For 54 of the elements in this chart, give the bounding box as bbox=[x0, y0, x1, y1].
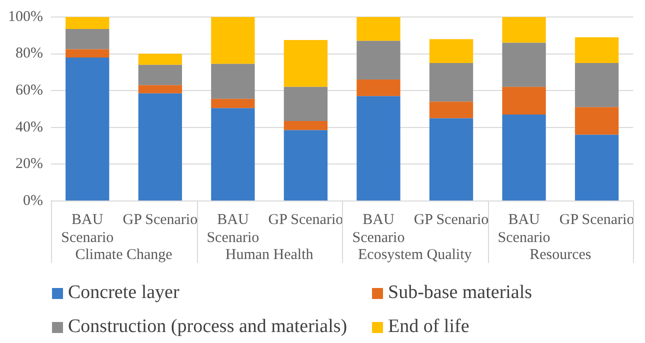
bar bbox=[66, 57, 110, 200]
bar bbox=[574, 37, 619, 63]
bar bbox=[138, 93, 182, 200]
bar bbox=[356, 80, 400, 96]
bar bbox=[356, 40, 400, 80]
legend-label: Concrete layer bbox=[68, 282, 180, 304]
bar bbox=[502, 42, 546, 87]
y-tick-label: 60% bbox=[15, 82, 43, 99]
y-tick-label: 100% bbox=[8, 8, 43, 25]
bar bbox=[574, 107, 619, 135]
bar bbox=[502, 86, 546, 115]
x-tick-label: GP Scenario bbox=[414, 212, 489, 228]
bar bbox=[66, 49, 110, 58]
y-tick-label: 20% bbox=[15, 156, 43, 172]
legend-label: Sub-base materials bbox=[388, 282, 532, 304]
text: Resources bbox=[530, 246, 592, 263]
bar bbox=[211, 64, 255, 99]
bar bbox=[429, 118, 474, 200]
legend-label: End of life bbox=[388, 316, 470, 338]
bar bbox=[284, 120, 328, 130]
y-tick-label: 0% bbox=[22, 192, 43, 209]
legend-label: Construction (process and materials) bbox=[68, 316, 348, 338]
y-tick-label: 40% bbox=[15, 119, 43, 136]
bar bbox=[356, 17, 400, 41]
bar bbox=[284, 130, 328, 200]
bar bbox=[356, 96, 400, 200]
bar bbox=[211, 17, 255, 64]
x-tick-label: BAU Scenario bbox=[206, 212, 260, 246]
bar bbox=[429, 102, 474, 118]
bar bbox=[66, 17, 110, 29]
x-tick-label: GP Scenario bbox=[268, 212, 344, 228]
x-tick-label: BAU Scenario bbox=[498, 212, 550, 246]
text: Ecosystem Quality bbox=[358, 246, 472, 263]
text: Human Health bbox=[225, 246, 314, 263]
text: Climate Change bbox=[75, 246, 173, 263]
bar bbox=[211, 108, 255, 200]
x-tick-label: GP Scenario bbox=[559, 212, 634, 228]
bar bbox=[284, 86, 328, 121]
bar bbox=[429, 39, 474, 63]
bar bbox=[66, 28, 110, 50]
bar bbox=[574, 63, 619, 108]
bar bbox=[211, 98, 255, 108]
bar bbox=[502, 114, 546, 200]
y-tick-label: 80% bbox=[15, 46, 43, 62]
bar bbox=[138, 85, 182, 94]
x-tick-label: GP Scenario bbox=[122, 212, 198, 228]
x-tick-label: BAU Scenario bbox=[352, 212, 405, 246]
x-tick-label: BAU Scenario bbox=[61, 212, 114, 246]
bar bbox=[429, 63, 474, 102]
bar bbox=[574, 134, 619, 200]
bar bbox=[138, 54, 182, 65]
bar bbox=[284, 40, 328, 87]
bar bbox=[502, 17, 546, 43]
bar bbox=[138, 64, 182, 86]
